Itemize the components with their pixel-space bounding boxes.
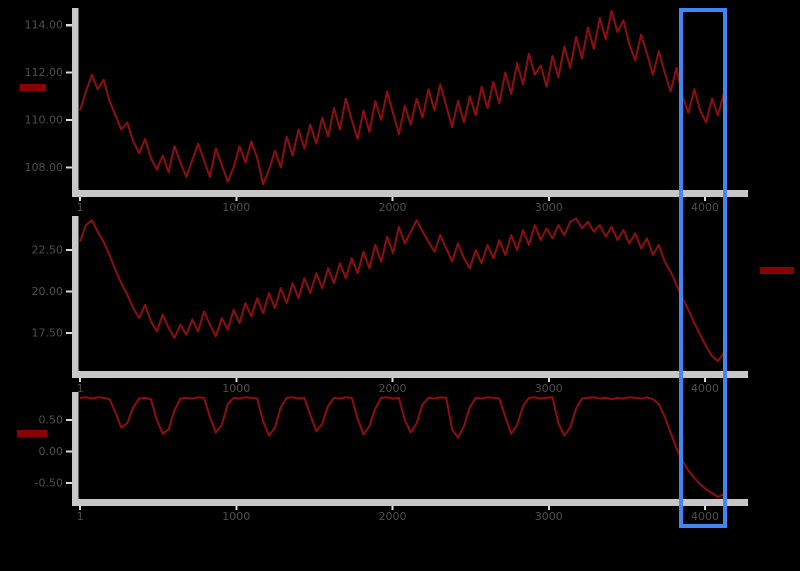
x-tick-mark: [547, 378, 550, 382]
x-tick-label: 4000: [691, 510, 719, 523]
y-tick-mark: [66, 248, 72, 252]
y-tick-mark: [66, 481, 72, 485]
x-tick-label: 1000: [222, 510, 250, 523]
y-tick-label: 0.50: [39, 413, 64, 426]
y-tick-mark: [66, 418, 72, 422]
x-tick-mark: [235, 197, 238, 201]
x-tick-label: 2000: [379, 510, 407, 523]
y-tick-mark: [66, 118, 72, 122]
x-tick-mark: [235, 506, 238, 510]
series-marker-top-left: [20, 84, 46, 91]
x-tick-mark: [391, 197, 394, 201]
series-marker-bottom-left: [17, 430, 47, 437]
y-axis-band: [72, 392, 79, 506]
x-tick-label: 1000: [222, 201, 250, 214]
data-line: [79, 396, 725, 498]
series-marker-mid-right: [760, 267, 794, 274]
x-tick-mark: [79, 506, 82, 510]
y-axis-band: [72, 216, 79, 378]
x-tick-label: 3000: [535, 510, 563, 523]
data-line: [79, 217, 725, 363]
x-tick-mark: [704, 378, 706, 382]
y-tick-label: 20.00: [32, 285, 64, 298]
x-tick-mark: [547, 506, 550, 510]
x-tick-label: 2000: [379, 382, 407, 395]
x-tick-mark: [704, 506, 706, 510]
y-tick-mark: [66, 290, 72, 293]
subplot-top-price: 114.00 112.00 110.00 108.00 1 1000 2000 3000 400…: [25, 8, 748, 214]
data-line: [79, 9, 725, 186]
x-tick-mark: [79, 378, 82, 382]
x-axis-band: [72, 499, 748, 506]
x-tick-mark: [79, 197, 82, 201]
y-tick-mark: [66, 23, 72, 27]
y-tick-label: -0.50: [35, 476, 63, 489]
x-tick-mark: [391, 506, 394, 510]
subplot-middle-series: 22.50 20.00 17.50 1 1000 2000 3000 4000: [32, 216, 748, 395]
y-axis-band: [72, 8, 79, 197]
y-tick-label: 108.00: [25, 161, 64, 174]
x-tick-mark: [235, 378, 238, 382]
highlight-box: [679, 8, 727, 528]
x-tick-label: 1: [77, 201, 84, 214]
y-tick-label: 112.00: [25, 66, 64, 79]
x-tick-label: 1000: [222, 382, 250, 395]
x-tick-label: 2000: [379, 201, 407, 214]
x-tick-label: 1: [77, 510, 84, 523]
y-tick-label: 0.00: [39, 445, 64, 458]
x-tick-label: 3000: [535, 201, 563, 214]
y-tick-label: 110.00: [25, 114, 64, 127]
y-tick-mark: [66, 166, 72, 169]
x-tick-label: 4000: [691, 201, 719, 214]
x-tick-mark: [391, 378, 394, 382]
y-tick-label: 22.50: [32, 244, 64, 257]
y-tick-mark: [66, 331, 72, 335]
y-tick-label: 114.00: [25, 19, 64, 32]
x-tick-label: 1: [77, 382, 84, 395]
series-markers: [17, 84, 794, 437]
y-tick-mark: [66, 450, 72, 453]
x-axis-band: [72, 190, 748, 197]
x-axis-band: [72, 371, 748, 378]
x-tick-label: 4000: [691, 382, 719, 395]
x-tick-label: 3000: [535, 382, 563, 395]
subplot-bottom-oscillator: 0.50 0.00 -0.50 1 1000 2000 3000 4000: [35, 392, 748, 523]
highlight-rect: [679, 8, 727, 528]
y-tick-mark: [66, 71, 72, 74]
x-tick-mark: [547, 197, 550, 201]
y-tick-label: 17.50: [32, 326, 64, 339]
x-tick-mark: [704, 197, 706, 201]
